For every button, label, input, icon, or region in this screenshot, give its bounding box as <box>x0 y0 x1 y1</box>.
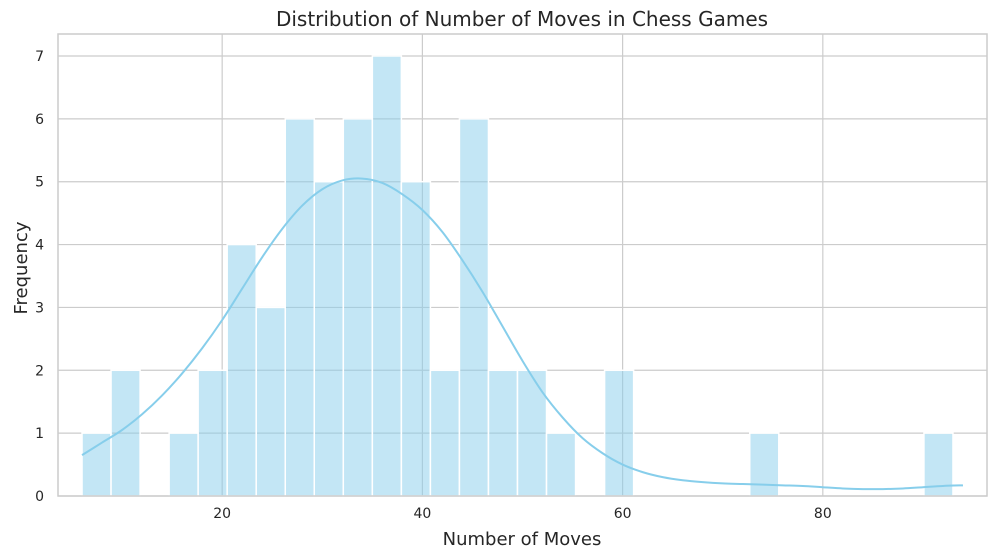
histogram-bar <box>197 369 228 497</box>
histogram-bar <box>545 432 577 497</box>
histogram-bar <box>168 432 199 497</box>
kde-curve <box>81 177 964 491</box>
y-tick-labels: 0 1 2 3 4 5 6 7 <box>35 49 44 505</box>
y-tick-label: 1 <box>35 426 44 442</box>
histogram-bar <box>748 432 780 497</box>
y-tick-label: 3 <box>35 300 44 316</box>
histogram-bar <box>255 306 286 497</box>
chart-title: Distribution of Number of Moves in Chess… <box>276 7 768 31</box>
x-tick-label: 40 <box>413 506 431 522</box>
y-tick-label: 4 <box>35 238 44 254</box>
histogram-bar <box>487 369 519 497</box>
histogram-bars <box>81 55 954 497</box>
histogram-bar <box>429 369 461 497</box>
histogram-bar <box>371 55 403 497</box>
histogram-bar <box>284 118 316 497</box>
y-tick-label: 0 <box>35 489 44 505</box>
histogram-bar <box>516 369 548 497</box>
y-axis-label: Frequency <box>11 221 32 314</box>
x-axis-label: Number of Moves <box>443 529 602 550</box>
y-tick-label: 6 <box>35 112 44 128</box>
histogram-bar <box>400 180 432 497</box>
y-tick-label: 5 <box>35 175 44 191</box>
histogram-bar <box>603 369 635 497</box>
histogram-bar <box>458 118 490 497</box>
histogram-bar <box>342 118 374 497</box>
x-tick-labels: 20 40 60 80 <box>213 506 831 522</box>
plot-frame <box>57 33 988 497</box>
x-tick-label: 80 <box>814 506 832 522</box>
histogram-bar <box>81 432 112 497</box>
x-tick-label: 60 <box>614 506 632 522</box>
x-tick-label: 20 <box>213 506 231 522</box>
y-tick-label: 7 <box>35 49 44 65</box>
y-tick-label: 2 <box>35 363 44 379</box>
histogram-bar <box>226 243 257 497</box>
histogram-bar <box>110 369 141 497</box>
kde-curve-group <box>81 177 964 491</box>
histogram-bar <box>313 180 345 497</box>
